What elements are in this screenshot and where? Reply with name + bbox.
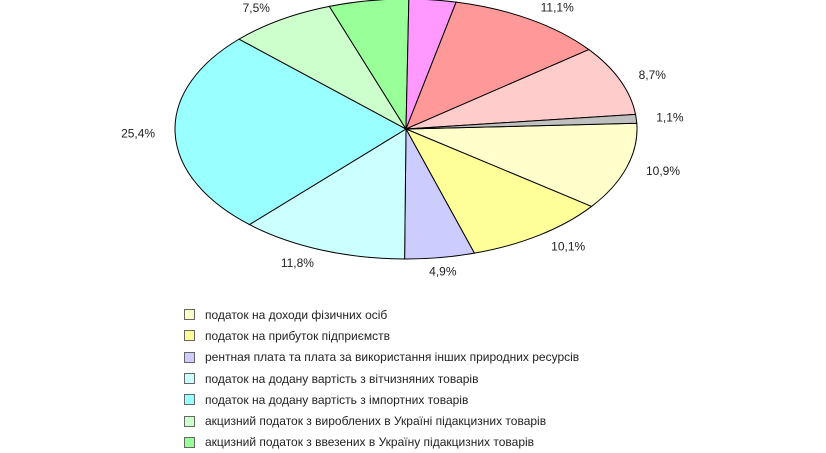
legend-swatch	[184, 351, 195, 363]
legend: податок на доходи фізичних осіб податок н…	[184, 304, 579, 453]
slice-value-label: 7,5%	[243, 1, 271, 15]
legend-item: податок на додану вартість з вітчизняних…	[184, 368, 579, 389]
pie-slice-4	[174, 38, 408, 226]
legend-item: податок на додану вартість з імпортних т…	[184, 389, 579, 410]
slice-value-label: 25,4%	[121, 127, 155, 141]
pie-slice-1	[404, 127, 593, 254]
legend-swatch	[184, 330, 195, 342]
legend-swatch	[184, 309, 195, 321]
slice-value-label: 10,1%	[551, 239, 585, 253]
legend-label: податок на прибуток підприємств	[205, 328, 390, 343]
legend-item: акцизний податок з вироблених в Україні …	[184, 410, 579, 431]
pie-slice-8	[405, 1, 590, 130]
legend-item: податок на прибуток підприємств	[184, 325, 579, 346]
pie-slice-10	[405, 113, 638, 130]
pie-slice-6	[328, 0, 410, 131]
slice-value-label: 4,9%	[429, 264, 457, 278]
legend-item: акцизний податок з ввезених в Україну пі…	[184, 432, 579, 453]
pie-slice-0	[405, 122, 638, 208]
pie-slice-3	[248, 128, 407, 260]
legend-swatch	[184, 415, 195, 427]
pie-chart: 10,9% 10,1% 4,9% 11,8% 25,4% 7,5% 11,1% 8,7% 1,1…	[121, 0, 684, 278]
legend-label: акцизний податок з вироблених в Україні …	[205, 414, 547, 429]
legend-label: податок на додану вартість з імпортних т…	[205, 392, 469, 407]
legend-label: податок на доходи фізичних осіб	[205, 307, 388, 322]
slice-value-label: 10,9%	[646, 164, 680, 178]
legend-swatch	[184, 436, 195, 448]
legend-swatch	[184, 394, 195, 406]
pie-slice-5	[238, 5, 408, 131]
pie-slice-9	[405, 48, 637, 130]
slice-value-label: 11,8%	[281, 256, 314, 270]
pie-value-labels: 10,9% 10,1% 4,9% 11,8% 25,4% 7,5% 11,1% 8,7% 1,1…	[121, 0, 684, 278]
legend-swatch	[184, 373, 195, 385]
slice-value-label: 11,1%	[541, 0, 574, 14]
legend-label: рентная плата та плата за використання і…	[205, 350, 580, 365]
legend-item: рентная плата та плата за використання і…	[184, 347, 579, 368]
slice-value-label: 1,1%	[656, 111, 684, 125]
legend-item: податок на доходи фізичних осіб	[184, 304, 579, 325]
pie-slices	[174, 0, 638, 260]
legend-label: акцизний податок з ввезених в Україну пі…	[205, 435, 535, 450]
legend-label: податок на додану вартість з вітчизняних…	[205, 371, 479, 386]
slice-value-label: 8,7%	[639, 68, 667, 82]
